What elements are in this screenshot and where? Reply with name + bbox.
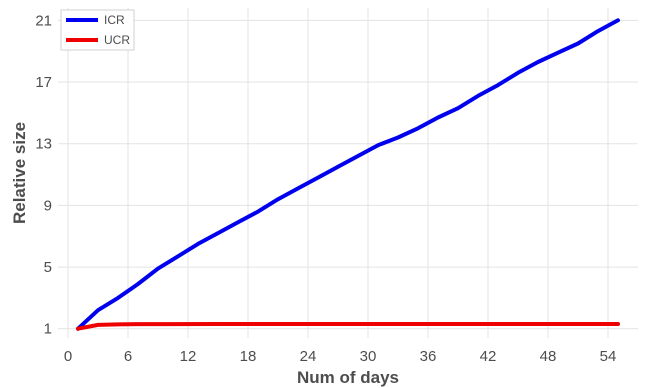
series-line-ucr [76,322,620,331]
series-line-icr [76,18,620,331]
legend: ICR UCR [60,9,135,51]
x-tick-label: 30 [360,348,377,365]
x-tick-label: 12 [180,348,197,365]
y-tick-label: 9 [44,197,52,214]
grid [58,8,638,338]
x-tick-label: 6 [124,348,132,365]
y-axis-label: Relative size [10,122,29,224]
legend-label-ucr: UCR [104,33,130,47]
x-tick-label: 18 [240,348,257,365]
x-tick-label: 48 [540,348,557,365]
legend-label-icr: ICR [104,13,125,27]
x-tick-label: 54 [600,348,617,365]
x-tick-label: 36 [420,348,437,365]
x-axis-label: Num of days [297,368,399,387]
legend-box [60,9,135,51]
x-tick-label: 0 [64,348,72,365]
y-tick-label: 1 [44,321,52,338]
x-tick-label: 42 [480,348,497,365]
tick-labels: 0 6 12 18 24 30 36 42 48 54 1 5 9 13 17 21 [35,12,616,365]
y-tick-label: 21 [35,12,52,29]
y-tick-label: 5 [44,259,52,276]
y-tick-label: 13 [35,136,52,153]
x-tick-label: 24 [300,348,317,365]
y-tick-label: 17 [35,74,52,91]
plot-series [76,18,620,331]
